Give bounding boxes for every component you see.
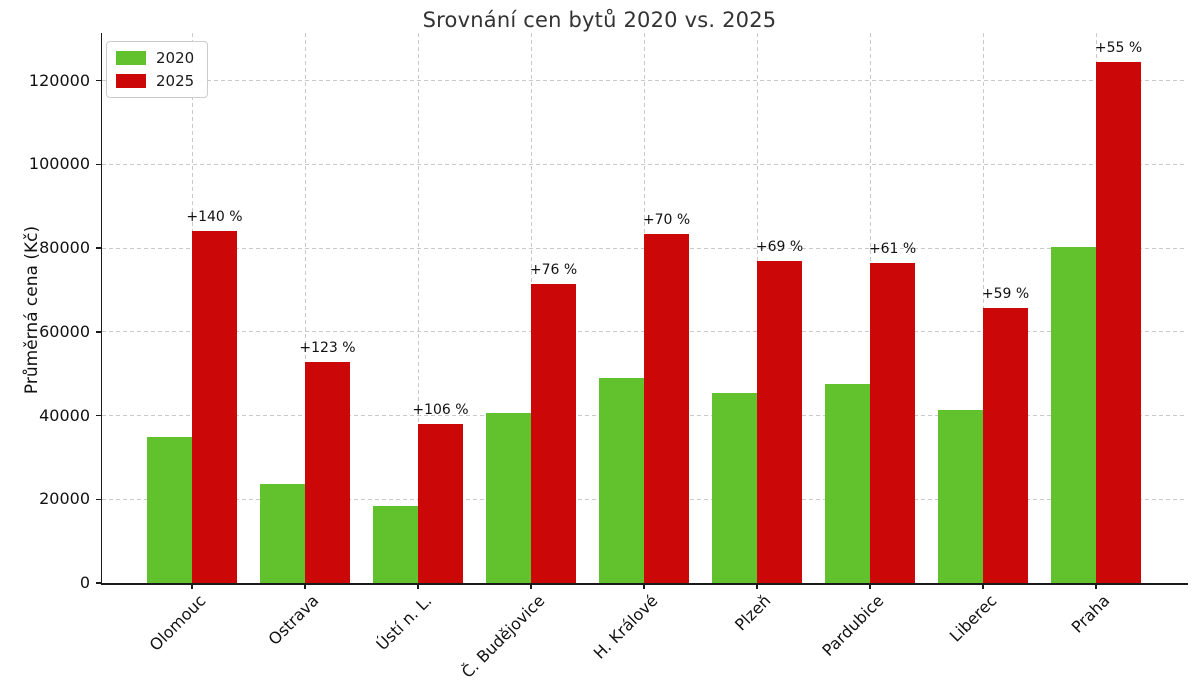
y-tick-label: 40000 [39, 405, 90, 425]
chart-title: Srovnání cen bytů 2020 vs. 2025 [422, 8, 777, 32]
y-tick-mark [96, 498, 102, 501]
legend-entry-2020: 2020 [116, 49, 194, 67]
y-tick-label: 120000 [28, 70, 90, 90]
legend-swatch-2020 [116, 51, 146, 65]
y-tick-mark [96, 582, 102, 584]
vertical-gridline [304, 33, 306, 583]
x-tick-label-h-kr-lov: H. Králové [589, 591, 662, 663]
bar-2025-h-kr-lov [644, 234, 689, 583]
bar-2025-liberec [983, 307, 1028, 583]
left-axis-spine [100, 33, 103, 584]
y-tick-label: 60000 [39, 321, 90, 341]
plot-area: 0 20000 40000 60000 80000 100000 120000 +140 % O… [29, 33, 1186, 682]
bar-2025-ostrava [305, 361, 350, 583]
legend-entry-2025: 2025 [116, 72, 194, 90]
x-tick-label-praha: Praha [1067, 591, 1114, 637]
y-tick-mark [96, 414, 102, 417]
y-tick-label: 80000 [39, 238, 90, 258]
bar-2025-praha [1096, 61, 1141, 583]
x-tick-label-liberec: Liberec [945, 591, 1001, 646]
bar-2025-st-n-l [418, 424, 463, 583]
legend-label-2020: 2020 [156, 49, 195, 67]
bar-2020-ostrava [260, 483, 305, 583]
y-tick-mark [96, 79, 102, 82]
x-tick-mark [756, 583, 758, 589]
bar-2020-plze [712, 392, 757, 583]
bar-2020-bud-jovice [486, 413, 531, 583]
y-tick-mark [96, 247, 102, 249]
x-tick-mark [982, 583, 984, 589]
x-tick-mark [869, 583, 871, 589]
growth-annotation-liberec: +59 % [981, 285, 1030, 302]
bottom-axis-spine [100, 583, 1188, 585]
growth-annotation-plze: +69 % [755, 239, 804, 256]
bar-2020-pardubice [825, 384, 870, 583]
x-tick-label-pardubice: Pardubice [818, 591, 888, 660]
bar-2020-praha [1051, 246, 1096, 583]
growth-annotation-olomouc: +140 % [186, 209, 243, 226]
bar-2020-liberec [938, 409, 983, 583]
bar-2020-h-kr-lov [599, 377, 644, 583]
legend-label-2025: 2025 [156, 72, 195, 90]
vertical-gridline [417, 33, 419, 583]
growth-annotation-bud-jovice: +76 % [529, 261, 578, 278]
y-tick-mark [96, 331, 102, 333]
bar-2025-plze [757, 261, 802, 583]
bar-2025-pardubice [870, 262, 915, 583]
growth-annotation-h-kr-lov: +70 % [642, 212, 691, 229]
growth-annotation-ostrava: +123 % [299, 339, 356, 356]
x-tick-label-bud-jovice: Č. Budějovice [457, 591, 549, 682]
growth-annotation-pardubice: +61 % [868, 240, 917, 257]
bar-2020-st-n-l [373, 505, 418, 583]
y-axis-label: Průměrná cena (Kč) [22, 225, 42, 395]
bar-2025-bud-jovice [531, 283, 576, 583]
y-tick-label: 100000 [28, 154, 90, 174]
growth-annotation-praha: +55 % [1094, 39, 1143, 56]
legend-swatch-2025 [116, 74, 146, 88]
y-tick-mark [96, 163, 102, 166]
bar-2020-olomouc [147, 436, 192, 583]
x-tick-label-plze: Plzeň [730, 591, 775, 635]
legend: 2020 2025 [106, 41, 209, 98]
x-tick-mark [530, 583, 532, 589]
x-tick-mark [304, 583, 306, 589]
bar-2025-olomouc [192, 231, 237, 583]
x-tick-label-st-n-l: Ústí n. L. [372, 591, 436, 655]
x-tick-mark [191, 583, 193, 589]
x-tick-mark [417, 583, 419, 589]
x-tick-mark [1095, 583, 1097, 589]
y-tick-label: 0 [79, 573, 90, 592]
x-tick-label-ostrava: Ostrava [264, 591, 323, 649]
growth-annotation-st-n-l: +106 % [412, 402, 469, 419]
y-tick-label: 20000 [39, 489, 90, 509]
x-tick-label-olomouc: Olomouc [145, 591, 210, 655]
x-tick-mark [643, 583, 645, 589]
